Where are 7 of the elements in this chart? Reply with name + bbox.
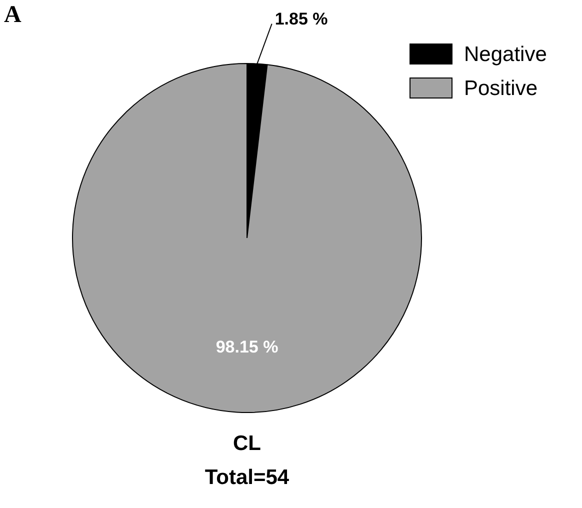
text: Total=54 — [204, 466, 290, 490]
data-label: 1.85 % — [274, 10, 328, 28]
legend-label: Negative — [464, 42, 547, 66]
data-label: 98.15 % — [216, 338, 278, 357]
legend-label: Positive — [464, 76, 538, 100]
text: CL — [232, 432, 262, 456]
text: A — [4, 2, 22, 29]
